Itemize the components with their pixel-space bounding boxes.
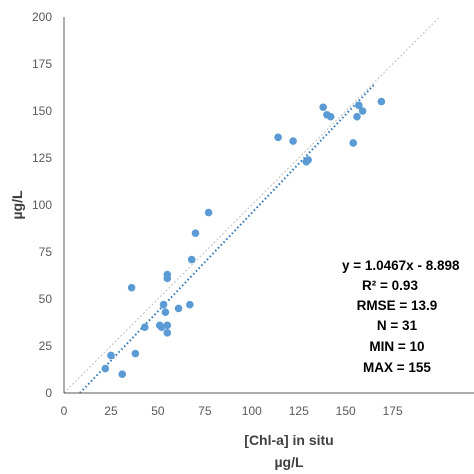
data-point xyxy=(191,229,200,237)
data-point xyxy=(353,112,361,121)
x-tick-label: 75 xyxy=(198,404,212,418)
x-axis-title: [Chl-a] in situ xyxy=(244,432,333,448)
x-tick-label: 125 xyxy=(289,404,309,418)
stats-annotation: y = 1.0467x - 8.898 R² = 0.93 RMSE = 13.… xyxy=(342,258,460,375)
x-axis-unit: µg/L xyxy=(274,454,304,470)
data-point xyxy=(204,208,213,217)
min-label: MIN = 10 xyxy=(369,339,424,354)
x-tick-label: 100 xyxy=(242,404,262,418)
data-point xyxy=(187,255,196,264)
x-tick-label: 0 xyxy=(61,404,68,418)
data-point xyxy=(159,300,168,309)
x-tick-label: 175 xyxy=(383,404,403,418)
y-tick-label: 100 xyxy=(32,198,52,212)
data-point xyxy=(140,323,149,332)
x-tick-label: 50 xyxy=(151,404,165,418)
data-point xyxy=(319,103,327,112)
r-squared-label: R² = 0.93 xyxy=(362,278,418,293)
data-point xyxy=(186,300,194,309)
data-point xyxy=(289,137,297,145)
reference-line xyxy=(64,17,440,393)
data-point xyxy=(127,283,136,292)
y-tick-label: 175 xyxy=(32,57,52,71)
y-tick-label: 200 xyxy=(32,10,52,24)
trendline xyxy=(79,84,375,393)
data-point xyxy=(358,107,367,115)
data-points xyxy=(101,97,386,379)
n-label: N = 31 xyxy=(377,318,418,333)
y-tick-label: 75 xyxy=(39,245,53,259)
x-tick-label: 25 xyxy=(104,404,118,418)
y-axis-title: µg/L xyxy=(9,190,25,220)
regression-equation: y = 1.0467x - 8.898 xyxy=(342,258,460,273)
y-tick-label: 125 xyxy=(32,151,52,165)
data-point xyxy=(163,270,172,279)
data-point xyxy=(274,133,282,142)
data-point xyxy=(326,112,335,121)
y-tick-label: 25 xyxy=(39,339,53,353)
max-label: MAX = 155 xyxy=(363,360,431,375)
data-point xyxy=(163,321,172,330)
data-point xyxy=(349,139,358,147)
y-tick-label: 0 xyxy=(45,386,52,400)
x-tick-labels: 0 25 50 75 100 125 150 175 xyxy=(61,404,403,418)
data-point xyxy=(101,364,110,373)
y-tick-labels: 0 25 50 75 100 125 150 175 200 xyxy=(32,10,52,400)
data-point xyxy=(163,329,172,337)
x-tick-label: 150 xyxy=(336,404,356,418)
data-point xyxy=(304,156,312,164)
data-point xyxy=(118,370,127,379)
data-point xyxy=(174,304,183,313)
data-point xyxy=(161,308,170,316)
one-to-one-line xyxy=(64,17,440,393)
data-point xyxy=(377,97,386,106)
plot-area xyxy=(64,17,474,393)
y-tick-label: 50 xyxy=(39,292,53,306)
rmse-label: RMSE = 13.9 xyxy=(357,298,438,313)
data-point xyxy=(107,351,115,360)
linear-trendline xyxy=(79,84,375,393)
data-point xyxy=(131,349,140,358)
data-point xyxy=(355,101,363,110)
y-tick-label: 150 xyxy=(32,104,52,118)
